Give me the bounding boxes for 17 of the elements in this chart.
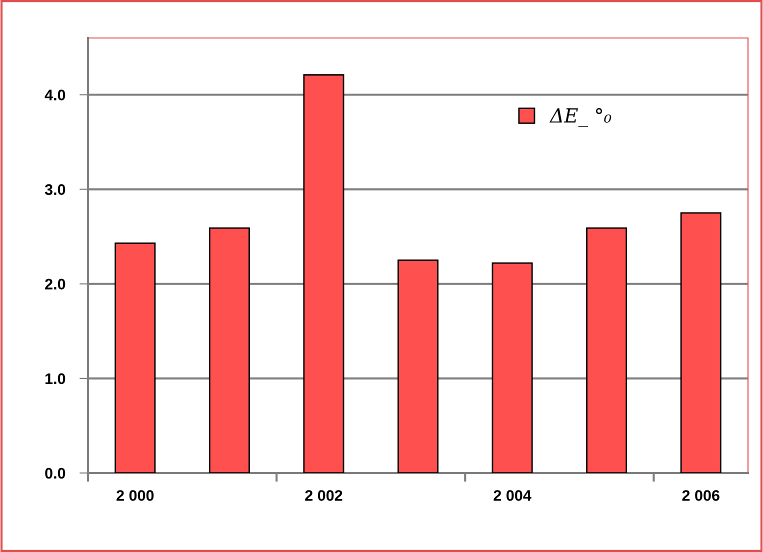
bar [586, 227, 628, 473]
bar [398, 260, 438, 473]
y-tick-label: 0.0 [45, 468, 66, 479]
y-tick-label: 2.0 [45, 278, 66, 290]
x-tick-label: 2 006 [682, 490, 720, 501]
x-tick-label: 2 002 [305, 490, 342, 501]
bar [492, 262, 533, 473]
bar [303, 74, 344, 473]
bar [208, 227, 250, 473]
x-tick-label: 2 000 [116, 490, 154, 501]
bar [680, 212, 722, 473]
bar [114, 242, 156, 473]
y-tick-label: 3.0 [44, 184, 66, 196]
y-tick-label: 4.0 [44, 90, 66, 100]
legend-label: ΔE_ °₀ [549, 108, 612, 128]
x-tick-label: 2 004 [494, 490, 532, 501]
y-tick-label: 1.0 [46, 373, 66, 384]
